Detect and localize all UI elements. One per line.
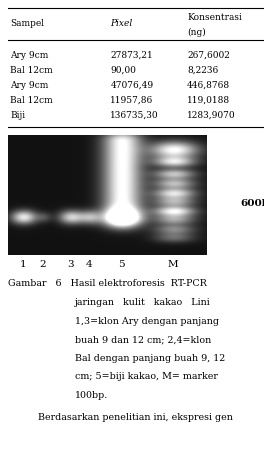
Text: 119,0188: 119,0188	[187, 96, 230, 105]
Text: Pixel: Pixel	[110, 19, 133, 28]
Text: 3: 3	[67, 260, 74, 269]
Text: Konsentrasi: Konsentrasi	[187, 13, 242, 22]
Text: Ary 9cm: Ary 9cm	[11, 50, 49, 60]
Text: Biji: Biji	[11, 111, 26, 120]
Text: 1283,9070: 1283,9070	[187, 111, 236, 120]
Text: Bal 12cm: Bal 12cm	[11, 66, 53, 75]
Text: 5: 5	[118, 260, 125, 269]
Text: 4: 4	[86, 260, 93, 269]
Text: buah 9 dan 12 cm; 2,4=klon: buah 9 dan 12 cm; 2,4=klon	[75, 335, 211, 344]
Text: Gambar   6   Hasil elektroforesis  RT-PCR: Gambar 6 Hasil elektroforesis RT-PCR	[8, 279, 207, 289]
Text: Ary 9cm: Ary 9cm	[11, 81, 49, 90]
Text: jaringan   kulit   kakao   Lini: jaringan kulit kakao Lini	[75, 298, 211, 307]
Text: 27873,21: 27873,21	[110, 50, 153, 60]
Text: cm; 5=biji kakao, M= marker: cm; 5=biji kakao, M= marker	[75, 373, 218, 382]
Text: Berdasarkan penelitian ini, ekspresi gen: Berdasarkan penelitian ini, ekspresi gen	[38, 413, 233, 422]
Text: 100bp.: 100bp.	[75, 391, 108, 400]
Text: 11957,86: 11957,86	[110, 96, 154, 105]
Text: M: M	[168, 260, 178, 269]
Text: 1: 1	[20, 260, 27, 269]
FancyArrow shape	[209, 194, 237, 212]
Text: 267,6002: 267,6002	[187, 50, 230, 60]
Text: 90,00: 90,00	[110, 66, 136, 75]
Text: Bal dengan panjang buah 9, 12: Bal dengan panjang buah 9, 12	[75, 354, 225, 363]
Text: Bal 12cm: Bal 12cm	[11, 96, 53, 105]
Text: Sampel: Sampel	[11, 19, 44, 28]
Text: 446,8768: 446,8768	[187, 81, 230, 90]
Text: 600bp: 600bp	[241, 198, 264, 208]
Text: 2: 2	[40, 260, 46, 269]
Text: 47076,49: 47076,49	[110, 81, 153, 90]
Text: (ng): (ng)	[187, 28, 206, 37]
Text: 1,3=klon Ary dengan panjang: 1,3=klon Ary dengan panjang	[75, 317, 219, 325]
Text: 136735,30: 136735,30	[110, 111, 159, 120]
Text: 8,2236: 8,2236	[187, 66, 218, 75]
